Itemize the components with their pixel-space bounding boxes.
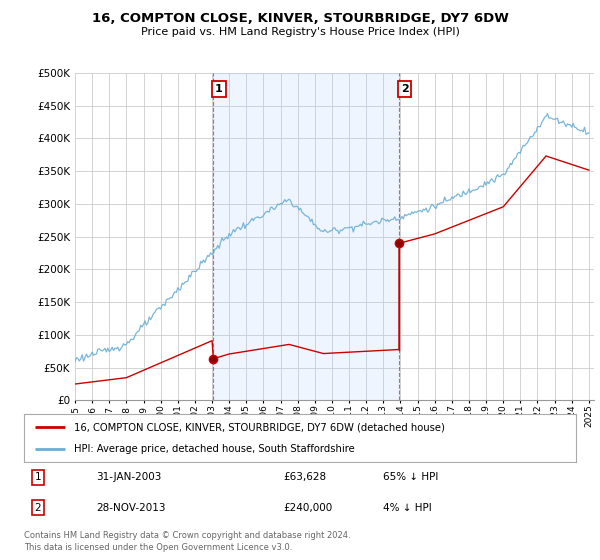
Text: 31-JAN-2003: 31-JAN-2003 [96,472,161,482]
Text: 2: 2 [34,503,41,513]
Text: 4% ↓ HPI: 4% ↓ HPI [383,503,431,513]
Text: 1: 1 [215,84,223,94]
Text: £240,000: £240,000 [283,503,332,513]
Text: 1: 1 [34,472,41,482]
Text: HPI: Average price, detached house, South Staffordshire: HPI: Average price, detached house, Sout… [74,444,355,454]
Bar [214,73,399,400]
Text: 28-NOV-2013: 28-NOV-2013 [96,503,165,513]
Text: 16, COMPTON CLOSE, KINVER, STOURBRIDGE, DY7 6DW (detached house): 16, COMPTON CLOSE, KINVER, STOURBRIDGE, … [74,422,445,432]
Text: Price paid vs. HM Land Registry's House Price Index (HPI): Price paid vs. HM Land Registry's House … [140,27,460,37]
Text: Contains HM Land Registry data © Crown copyright and database right 2024.: Contains HM Land Registry data © Crown c… [24,531,350,540]
Text: 16, COMPTON CLOSE, KINVER, STOURBRIDGE, DY7 6DW: 16, COMPTON CLOSE, KINVER, STOURBRIDGE, … [92,12,508,25]
Text: This data is licensed under the Open Government Licence v3.0.: This data is licensed under the Open Gov… [24,543,292,552]
Text: 65% ↓ HPI: 65% ↓ HPI [383,472,438,482]
Text: 2: 2 [401,84,409,94]
Text: £63,628: £63,628 [283,472,326,482]
